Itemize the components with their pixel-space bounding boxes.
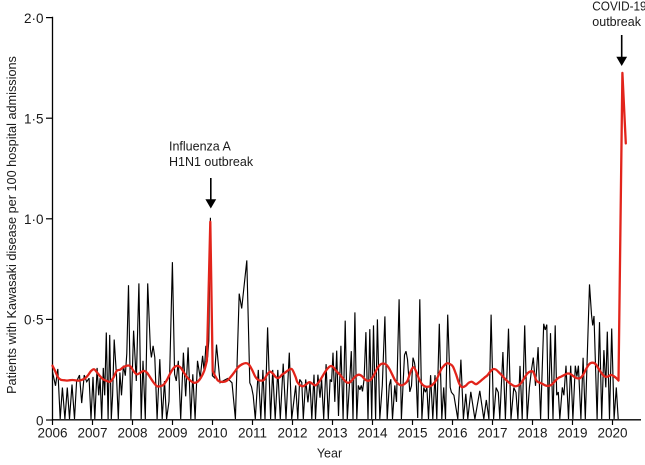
svg-text:2014: 2014 [357,426,388,441]
svg-text:Year: Year [317,447,342,461]
svg-text:0·5: 0·5 [24,313,44,328]
svg-text:COVID-19: COVID-19 [592,0,645,13]
svg-text:2018: 2018 [517,426,547,441]
svg-text:2006: 2006 [37,426,67,441]
svg-text:2008: 2008 [117,426,147,441]
svg-text:1·5: 1·5 [24,112,44,127]
svg-text:outbreak: outbreak [592,15,641,29]
svg-text:2016: 2016 [437,426,467,441]
svg-text:2015: 2015 [397,426,427,441]
svg-text:2011: 2011 [238,426,267,441]
svg-text:2012: 2012 [277,426,307,441]
svg-text:2007: 2007 [77,426,107,441]
svg-text:1·0: 1·0 [24,212,44,227]
svg-text:Patients with Kawasaki disease: Patients with Kawasaki disease per 100 h… [5,56,19,394]
svg-text:2009: 2009 [157,426,187,441]
svg-text:2017: 2017 [477,426,507,441]
svg-text:2020: 2020 [597,426,627,441]
svg-text:2·0: 2·0 [24,11,44,26]
svg-text:2013: 2013 [317,426,347,441]
svg-text:2019: 2019 [557,426,587,441]
svg-text:0: 0 [36,413,44,428]
svg-text:2010: 2010 [197,426,227,441]
svg-text:H1N1 outbreak: H1N1 outbreak [169,155,254,169]
svg-text:Influenza A: Influenza A [169,139,232,153]
